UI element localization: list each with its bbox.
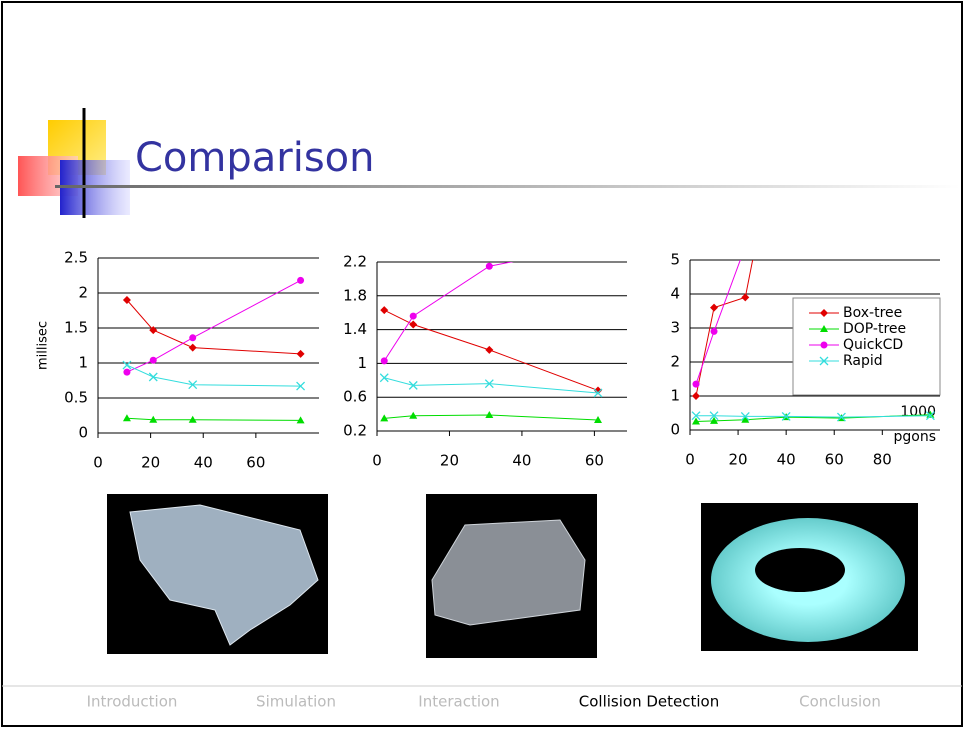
- nav-item: Simulation: [256, 693, 336, 711]
- marker: [711, 328, 718, 335]
- y-tick-label: 2.2: [343, 253, 367, 271]
- x-axis-label: pgons: [893, 429, 936, 445]
- y-axis-label: millisec: [36, 321, 51, 370]
- y-tick-label: 2: [78, 284, 88, 302]
- y-tick-label: 0.2: [343, 422, 367, 440]
- y-tick-label: 1: [670, 387, 680, 405]
- marker: [123, 369, 130, 376]
- x-tick-label: 40: [512, 452, 531, 470]
- y-tick-label: 4: [670, 285, 680, 303]
- x-tick-label: 80: [873, 451, 892, 469]
- nav-item: Conclusion: [799, 693, 881, 711]
- marker: [189, 334, 196, 341]
- y-tick-label: 3: [670, 319, 680, 337]
- slide: Comparison Introduction Simulation Interac…: [0, 0, 965, 729]
- marker: [693, 381, 700, 388]
- marker: [486, 263, 493, 270]
- y-tick-label: 0: [78, 424, 88, 442]
- y-tick-label: 2.5: [64, 249, 88, 267]
- x-tick-label: 20: [729, 451, 748, 469]
- nav-item: Collision Detection: [579, 693, 719, 711]
- x-tick-label: 60: [585, 452, 604, 470]
- nav-item: Introduction: [87, 693, 178, 711]
- y-tick-label: 5: [670, 251, 680, 269]
- x-tick-label: 0: [93, 454, 103, 472]
- y-tick-label: 0: [670, 421, 680, 439]
- y-tick-label: 1.8: [343, 286, 367, 304]
- y-tick-label: 1.5: [64, 319, 88, 337]
- legend-label: QuickCD: [843, 337, 903, 353]
- y-tick-label: 1: [357, 354, 367, 372]
- y-tick-label: 1: [78, 354, 88, 372]
- y-tick-label: 0.6: [343, 388, 367, 406]
- x-tick-label: 20: [440, 452, 459, 470]
- marker: [410, 313, 417, 320]
- nav-item: Interaction: [418, 693, 499, 711]
- x-tick-label: 60: [825, 451, 844, 469]
- legend-label: Box-tree: [843, 305, 902, 321]
- legend-label: DOP-tree: [843, 321, 906, 337]
- x-tick-label: 0: [685, 451, 695, 469]
- torus-hole: [755, 548, 845, 592]
- x-tick-label: 20: [141, 454, 160, 472]
- marker: [821, 342, 828, 349]
- y-tick-label: 0.5: [64, 389, 88, 407]
- marker: [381, 357, 388, 364]
- y-tick-label: 1.4: [343, 320, 367, 338]
- slide-title: Comparison: [135, 135, 375, 181]
- y-tick-label: 2: [670, 353, 680, 371]
- x-tick-label: 40: [194, 454, 213, 472]
- marker: [297, 277, 304, 284]
- title-rule: [55, 185, 960, 188]
- legend-label: Rapid: [843, 353, 883, 369]
- x-tick-label: 60: [246, 454, 265, 472]
- x-tick-label: 0: [372, 452, 382, 470]
- marker: [150, 357, 157, 364]
- x-tick-label: 40: [777, 451, 796, 469]
